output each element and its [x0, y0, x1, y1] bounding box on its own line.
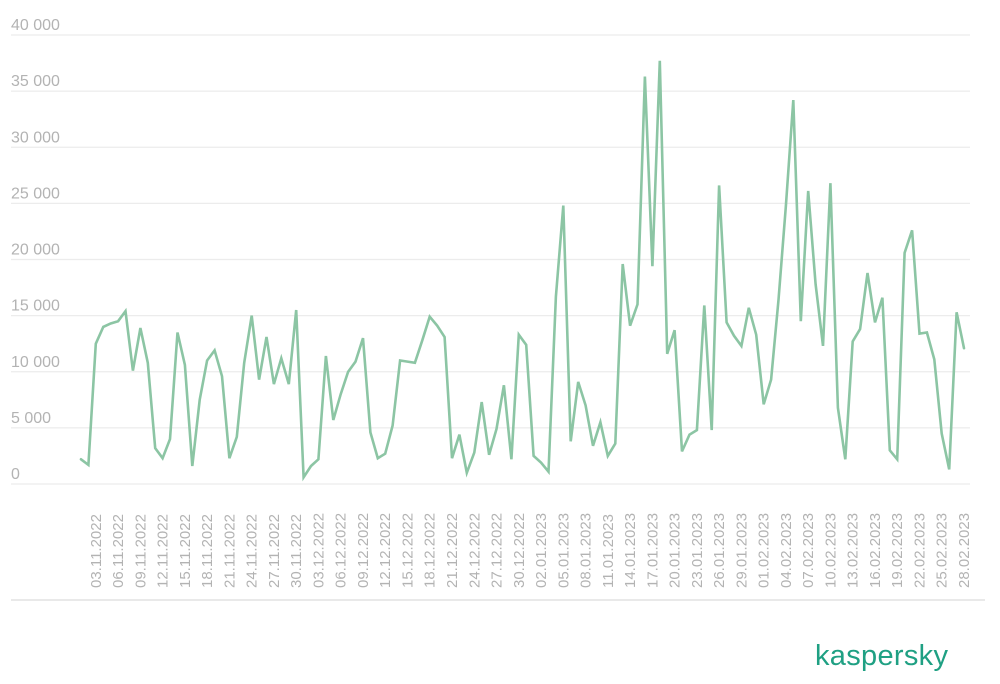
x-tick-label: 30.12.2022 — [511, 513, 528, 588]
x-tick-label: 22.02.2023 — [911, 513, 928, 588]
x-tick-label: 09.12.2022 — [355, 513, 372, 588]
x-tick-label: 28.02.2023 — [956, 513, 973, 588]
x-tick-label: 12.11.2022 — [155, 514, 172, 588]
x-tick-label: 24.11.2022 — [244, 514, 261, 588]
x-tick-label: 08.01.2023 — [578, 513, 595, 588]
x-tick-label: 05.01.2023 — [555, 513, 572, 588]
x-tick-label: 03.11.2022 — [88, 514, 105, 588]
x-tick-label: 27.11.2022 — [266, 514, 283, 588]
x-tick-label: 20.01.2023 — [667, 513, 684, 588]
x-tick-label: 24.12.2022 — [466, 513, 483, 588]
x-tick-label: 25.02.2023 — [934, 513, 951, 588]
x-tick-label: 27.12.2022 — [489, 513, 506, 588]
x-tick-label: 12.12.2022 — [377, 513, 394, 588]
x-tick-label: 21.11.2022 — [221, 514, 238, 588]
x-tick-label: 07.02.2023 — [800, 513, 817, 588]
x-tick-label: 13.02.2023 — [845, 513, 862, 588]
x-tick-label: 23.01.2023 — [689, 513, 706, 588]
x-tick-label: 26.01.2023 — [711, 513, 728, 588]
x-tick-label: 03.12.2022 — [310, 513, 327, 588]
data-line — [79, 60, 966, 482]
x-tick-label: 09.11.2022 — [132, 514, 149, 588]
x-tick-label: 17.01.2023 — [644, 513, 661, 588]
x-tick-label: 01.02.2023 — [756, 513, 773, 588]
y-axis-ticks: 0 5 000 10 000 15 000 20 000 25 000 30 000 35 0… — [11, 17, 60, 483]
y-tick-label: 35 000 — [11, 73, 60, 90]
x-tick-label: 29.01.2023 — [733, 513, 750, 588]
x-tick-label: 18.12.2022 — [422, 513, 439, 588]
x-tick-label: 15.11.2022 — [177, 514, 194, 588]
x-tick-label: 11.01.2023 — [600, 514, 617, 588]
x-tick-label: 18.11.2022 — [199, 514, 216, 588]
y-tick-label: 10 000 — [11, 354, 60, 371]
x-tick-label: 16.02.2023 — [867, 513, 884, 588]
x-tick-label: 14.01.2023 — [622, 513, 639, 588]
x-tick-label: 30.11.2022 — [288, 514, 305, 588]
x-tick-label: 02.01.2023 — [533, 513, 550, 588]
x-tick-label: 06.12.2022 — [333, 513, 350, 588]
x-tick-label: 19.02.2023 — [889, 513, 906, 588]
y-tick-label: 0 — [11, 466, 20, 483]
y-tick-label: 5 000 — [11, 410, 51, 427]
y-tick-label: 20 000 — [11, 242, 60, 259]
x-tick-label: 04.02.2023 — [778, 513, 795, 588]
x-tick-label: 10.02.2023 — [822, 513, 839, 588]
y-tick-label: 40 000 — [11, 17, 60, 34]
y-tick-label: 30 000 — [11, 129, 60, 146]
kaspersky-logo: kaspersky — [815, 640, 949, 672]
x-tick-label: 15.12.2022 — [399, 513, 416, 588]
y-tick-label: 25 000 — [11, 185, 60, 202]
x-axis-ticks: 03.11.2022 06.11.2022 09.11.2022 12.11.2022… — [88, 513, 973, 588]
y-tick-label: 15 000 — [11, 298, 60, 315]
x-tick-label: 21.12.2022 — [444, 513, 461, 588]
x-tick-label: 06.11.2022 — [110, 514, 127, 588]
